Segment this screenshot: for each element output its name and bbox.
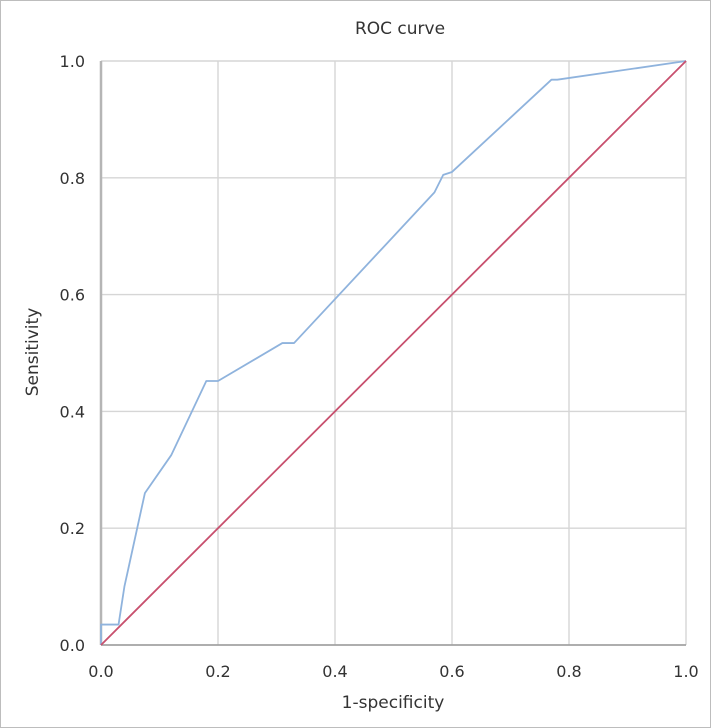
x-tick-label: 1.0	[673, 662, 698, 681]
x-tick-label: 0.6	[439, 662, 464, 681]
x-tick-label: 0.2	[205, 662, 230, 681]
series-line-0	[100, 60, 687, 645]
y-tick-label: 0.0	[60, 636, 85, 655]
tick-labels: 0.0 0.2 0.4 0.6 0.8 1.0 0.0 0.2 0.4 0.6 0.8 1.0	[60, 52, 699, 681]
x-tick-label: 0.8	[556, 662, 581, 681]
y-tick-label: 0.6	[60, 286, 85, 305]
x-tick-label: 0.0	[88, 662, 113, 681]
y-axis-title: Sensitivity	[23, 308, 43, 397]
x-tick-label: 0.4	[322, 662, 347, 681]
x-axis-title: 1-specificity	[342, 693, 445, 713]
y-tick-label: 1.0	[60, 52, 85, 71]
y-tick-label: 0.2	[60, 519, 85, 538]
axes	[99, 61, 686, 646]
chart-title: ROC curve	[355, 19, 445, 39]
y-tick-label: 0.4	[60, 402, 85, 421]
y-tick-label: 0.8	[60, 169, 85, 188]
series-group	[100, 60, 687, 646]
series-line-1	[100, 60, 687, 646]
